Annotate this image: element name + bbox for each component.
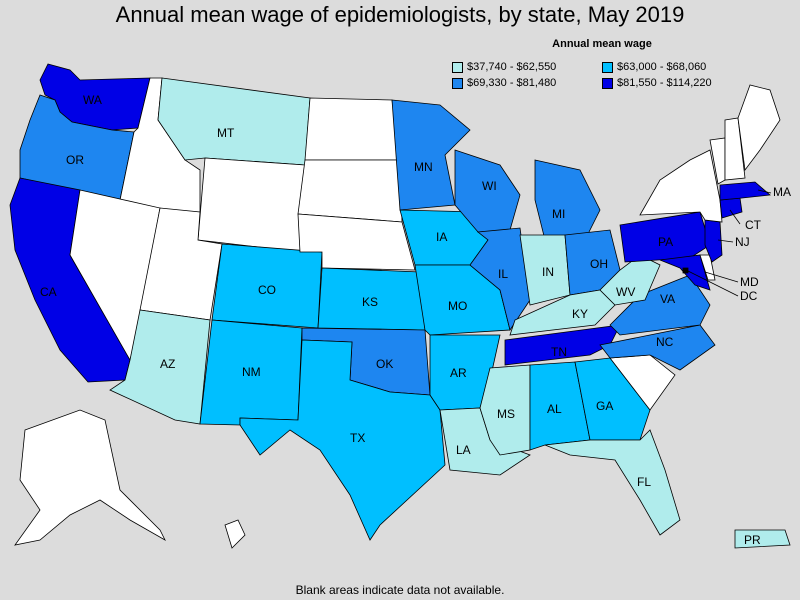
state-AK[interactable] [14, 409, 166, 546]
state-ME[interactable] [737, 84, 781, 172]
label-IA: IA [436, 230, 447, 244]
leader-line-CT [729, 209, 741, 225]
state-MA[interactable] [719, 181, 771, 201]
label-VA: VA [660, 292, 675, 306]
label-IN: IN [542, 265, 554, 279]
legend-label-tier3: $69,330 - $81,480 [467, 77, 557, 89]
state-AZ[interactable] [109, 309, 211, 425]
label-LA: LA [456, 443, 471, 457]
label-MO: MO [448, 299, 467, 313]
label-KS: KS [362, 295, 378, 309]
legend-item-tier1: $37,740 - $62,550 [452, 60, 602, 74]
label-MA: MA [773, 185, 791, 199]
state-WY[interactable] [197, 157, 306, 253]
state-NY[interactable] [639, 149, 723, 223]
leader-line-NJ [717, 239, 734, 243]
label-AZ: AZ [160, 357, 175, 371]
label-MS: MS [497, 407, 515, 421]
label-WV: WV [616, 285, 635, 299]
leader-line-DC [687, 270, 739, 297]
label-CT: CT [745, 218, 762, 232]
state-WV[interactable] [599, 254, 661, 306]
legend-swatch-tier1 [452, 61, 463, 73]
state-MT[interactable] [157, 77, 311, 166]
label-AR: AR [450, 366, 467, 380]
state-CT[interactable] [719, 197, 743, 219]
label-TN: TN [551, 345, 567, 359]
label-AL: AL [547, 402, 562, 416]
label-GA: GA [596, 399, 613, 413]
state-TN[interactable] [504, 324, 621, 366]
label-MI: MI [552, 207, 565, 221]
label-FL: FL [637, 475, 651, 489]
label-MD: MD [740, 275, 759, 289]
state-HI[interactable] [224, 519, 246, 549]
state-GA[interactable] [574, 357, 651, 441]
label-TX: TX [350, 431, 365, 445]
label-KY: KY [572, 307, 588, 321]
legend-swatch-tier3 [452, 77, 463, 89]
label-OH: OH [590, 257, 608, 271]
label-MN: MN [414, 160, 433, 174]
label-CO: CO [258, 283, 276, 297]
legend-label-tier1: $37,740 - $62,550 [467, 61, 557, 73]
legend: Annual mean wage $37,740 - $62,550 $63,0… [452, 38, 772, 90]
state-ND[interactable] [304, 97, 401, 161]
label-CA: CA [40, 285, 57, 299]
legend-title: Annual mean wage [552, 38, 652, 50]
label-DC: DC [740, 289, 758, 303]
legend-item-tier3: $69,330 - $81,480 [452, 76, 602, 90]
state-PR[interactable] [734, 529, 791, 549]
label-PA: PA [658, 235, 673, 249]
label-OK: OK [376, 357, 393, 371]
legend-swatch-tier4 [602, 77, 613, 89]
state-SD[interactable] [297, 159, 403, 223]
legend-swatch-tier2 [602, 61, 613, 73]
label-WA: WA [83, 93, 102, 107]
label-IL: IL [498, 267, 508, 281]
legend-item-tier2: $63,000 - $68,060 [602, 60, 752, 74]
label-PR: PR [744, 533, 761, 547]
legend-label-tier4: $81,550 - $114,220 [617, 77, 712, 89]
legend-item-tier4: $81,550 - $114,220 [602, 76, 752, 90]
leader-line-MD [704, 271, 739, 283]
legend-label-tier2: $63,000 - $68,060 [617, 61, 707, 73]
footnote: Blank areas indicate data not available. [295, 583, 505, 597]
label-NJ: NJ [735, 235, 750, 249]
state-TX[interactable] [239, 339, 446, 541]
label-NM: NM [242, 365, 261, 379]
label-OR: OR [66, 153, 84, 167]
map-title: Annual mean wage of epidemiologists, by … [115, 2, 685, 27]
label-WI: WI [482, 179, 497, 193]
label-NC: NC [656, 335, 674, 349]
state-NH[interactable] [724, 117, 746, 181]
label-MT: MT [217, 126, 235, 140]
state-DC[interactable] [682, 267, 689, 274]
leader-line-MA [757, 189, 772, 194]
state-FL[interactable] [544, 429, 681, 536]
state-PA[interactable] [619, 211, 711, 263]
state-MI[interactable] [534, 159, 601, 241]
